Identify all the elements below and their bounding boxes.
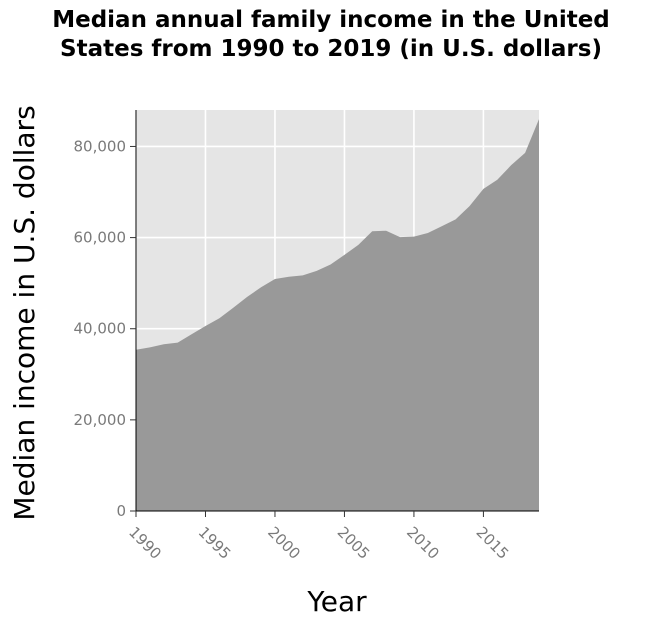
y-tick-label: 40,000 <box>74 320 127 338</box>
x-tick-label: 2010 <box>403 523 443 563</box>
chart-title-line-2: States from 1990 to 2019 (in U.S. dollar… <box>60 36 602 62</box>
x-axis-label: Year <box>306 585 367 618</box>
y-tick-label: 80,000 <box>74 137 127 155</box>
x-tick-label: 2015 <box>473 523 513 563</box>
x-tick-label: 2000 <box>264 523 304 563</box>
y-tick-label: 60,000 <box>74 229 127 247</box>
chart-title-line-1: Median annual family income in the Unite… <box>52 7 610 33</box>
area-series-fill <box>136 119 539 511</box>
y-tick-label: 0 <box>116 502 126 520</box>
chart-title: Median annual family income in the Unite… <box>0 6 662 64</box>
x-tick-label: 2005 <box>334 523 374 563</box>
x-tick-label: 1995 <box>195 523 235 563</box>
y-tick-label: 20,000 <box>74 411 127 429</box>
area-series <box>136 119 539 511</box>
y-axis-label: Median income in U.S. dollars <box>8 105 41 520</box>
x-tick-label: 1990 <box>125 523 165 563</box>
